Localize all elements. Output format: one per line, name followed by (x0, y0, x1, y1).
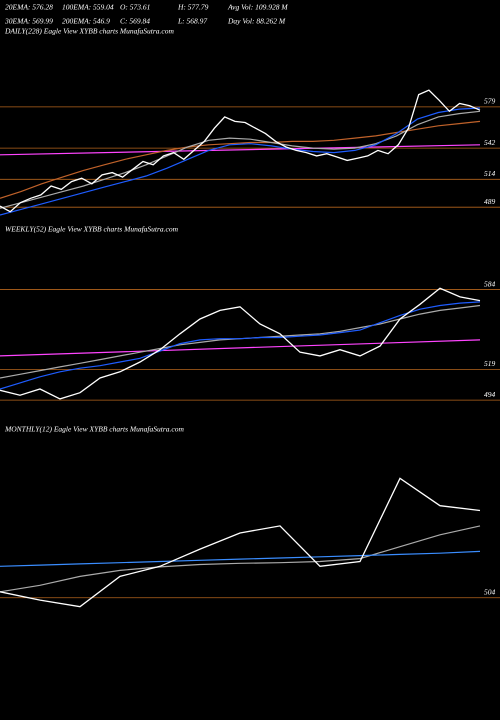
price-line (0, 287, 481, 400)
price-line (0, 144, 481, 156)
stat-label: 100EMA: 559.04 (62, 3, 114, 12)
y-tick-label: 519 (484, 359, 496, 368)
y-tick-label: 542 (484, 138, 496, 147)
y-tick-label: 579 (484, 97, 496, 106)
price-line (0, 120, 481, 199)
y-tick-label: 584 (484, 279, 496, 288)
stat-label: 200EMA: 546.9 (62, 17, 110, 26)
stat-label: O: 573.61 (120, 3, 150, 12)
stat-label: C: 569.84 (120, 17, 150, 26)
price-line (0, 525, 481, 593)
panel-title: WEEKLY(52) Eagle View XYBB charts Munafa… (5, 225, 179, 234)
stat-label: L: 568.97 (177, 17, 207, 26)
panel-title: MONTHLY(12) Eagle View XYBB charts Munaf… (4, 425, 184, 434)
y-tick-label: 514 (484, 169, 496, 178)
stat-label: 20EMA: 576.28 (5, 3, 53, 12)
y-tick-label: 494 (484, 390, 496, 399)
y-tick-label: 489 (484, 197, 496, 206)
stat-label: Avg Vol: 109.928 M (227, 3, 288, 12)
price-line (0, 89, 481, 213)
price-line (0, 339, 481, 357)
price-line (0, 550, 481, 567)
price-line (0, 477, 481, 608)
y-tick-label: 504 (484, 587, 496, 596)
stat-label: H: 577.79 (177, 3, 209, 12)
stat-label: Day Vol: 88.262 M (227, 17, 286, 26)
price-line (0, 301, 481, 390)
price-line (0, 107, 481, 216)
stat-label: 30EMA: 569.99 (4, 17, 53, 26)
price-line (0, 110, 481, 209)
panel-title: DAILY(228) Eagle View XYBB charts Munafa… (4, 27, 174, 36)
